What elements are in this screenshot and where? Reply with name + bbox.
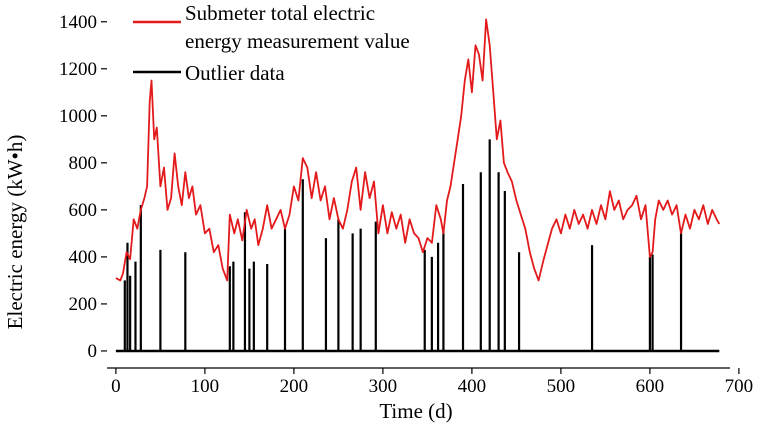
y-ticks: 0 200 400 600 800 1000 1200 1400 (59, 12, 107, 362)
plot-area (115, 18, 721, 353)
y-tick-label: 0 (88, 341, 98, 362)
x-tick-label: 700 (725, 376, 754, 397)
submeter-energy-line (115, 18, 721, 282)
x-tick-label: 0 (111, 376, 121, 397)
legend: Submeter total electric energy measureme… (133, 1, 410, 85)
x-ticks: 0 100 200 300 400 500 600 700 (111, 368, 753, 397)
y-axis-label: Electric energy (kW•h) (3, 135, 27, 330)
y-tick-label: 400 (69, 247, 98, 268)
x-tick-label: 400 (458, 376, 487, 397)
x-tick-label: 200 (280, 376, 309, 397)
y-tick-label: 1400 (59, 12, 97, 33)
legend-label-submeter-line2: energy measurement value (185, 29, 410, 53)
x-axis-label: Time (d) (379, 399, 452, 423)
y-tick-label: 600 (69, 200, 98, 221)
x-tick-label: 300 (369, 376, 398, 397)
y-tick-label: 200 (69, 294, 98, 315)
x-tick-label: 500 (547, 376, 576, 397)
x-tick-label: 600 (636, 376, 665, 397)
x-tick-label: 100 (191, 376, 220, 397)
y-tick-label: 1200 (59, 59, 97, 80)
legend-label-outlier: Outlier data (185, 61, 285, 85)
y-tick-label: 1000 (59, 106, 97, 127)
legend-label-submeter-line1: Submeter total electric (185, 1, 375, 25)
y-tick-label: 800 (69, 153, 98, 174)
